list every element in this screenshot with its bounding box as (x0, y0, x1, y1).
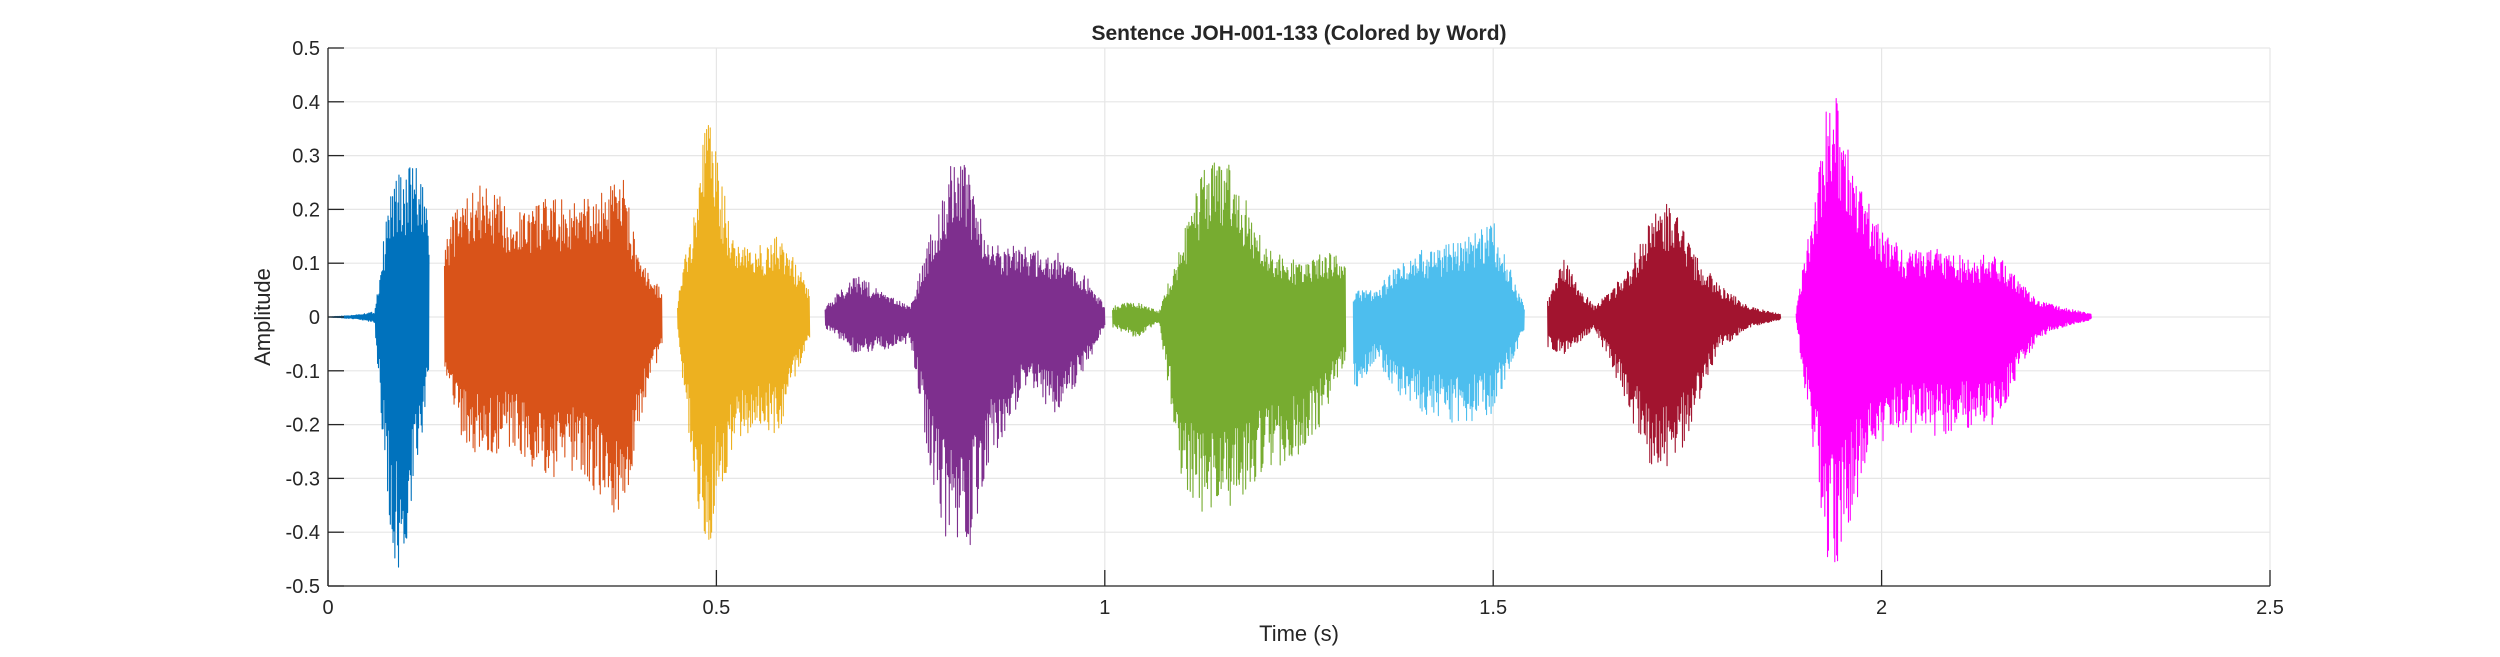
y-tick-label-6: 0.1 (292, 253, 320, 275)
word-waveform-4 (824, 164, 1106, 546)
y-tick-label-0: -0.5 (286, 576, 320, 598)
y-tick-label-5: 0 (309, 307, 320, 329)
y-tick-label-3: -0.2 (286, 415, 320, 437)
word-waveform-1 (327, 167, 430, 568)
x-axis-label: Time (s) (1259, 621, 1339, 646)
y-tick-label-4: -0.1 (286, 361, 320, 383)
word-waveform-7 (1547, 203, 1782, 467)
y-tick-label-7: 0.2 (292, 199, 320, 221)
chart-title: Sentence JOH-001-133 (Colored by Word) (1091, 22, 1506, 45)
x-tick-label-2: 1 (1099, 597, 1110, 619)
x-tick-label-3: 1.5 (1479, 597, 1507, 619)
y-tick-label-1: -0.4 (286, 522, 320, 544)
x-tick-label-1: 0.5 (702, 597, 730, 619)
x-tick-label-5: 2.5 (2256, 597, 2284, 619)
y-tick-label-2: -0.3 (286, 468, 320, 490)
waveform-series (327, 98, 2092, 568)
y-tick-label-10: 0.5 (292, 38, 320, 60)
y-tick-label-9: 0.4 (292, 92, 320, 114)
word-waveform-6 (1352, 223, 1525, 423)
word-waveform-8 (1795, 98, 2092, 563)
word-waveform-2 (443, 179, 663, 513)
y-tick-label-8: 0.3 (292, 146, 320, 168)
word-waveform-5 (1112, 162, 1347, 512)
y-axis-label: Amplitude (250, 268, 275, 366)
x-tick-label-4: 2 (1876, 597, 1887, 619)
axes: 0 0.5 1 1.5 2 2.5 -0.5 -0.4 -0.3 -0.2 -0.1 0 0.1 0.2 0… (286, 38, 2284, 619)
word-waveform-3 (677, 125, 811, 540)
x-tick-label-0: 0 (322, 597, 333, 619)
